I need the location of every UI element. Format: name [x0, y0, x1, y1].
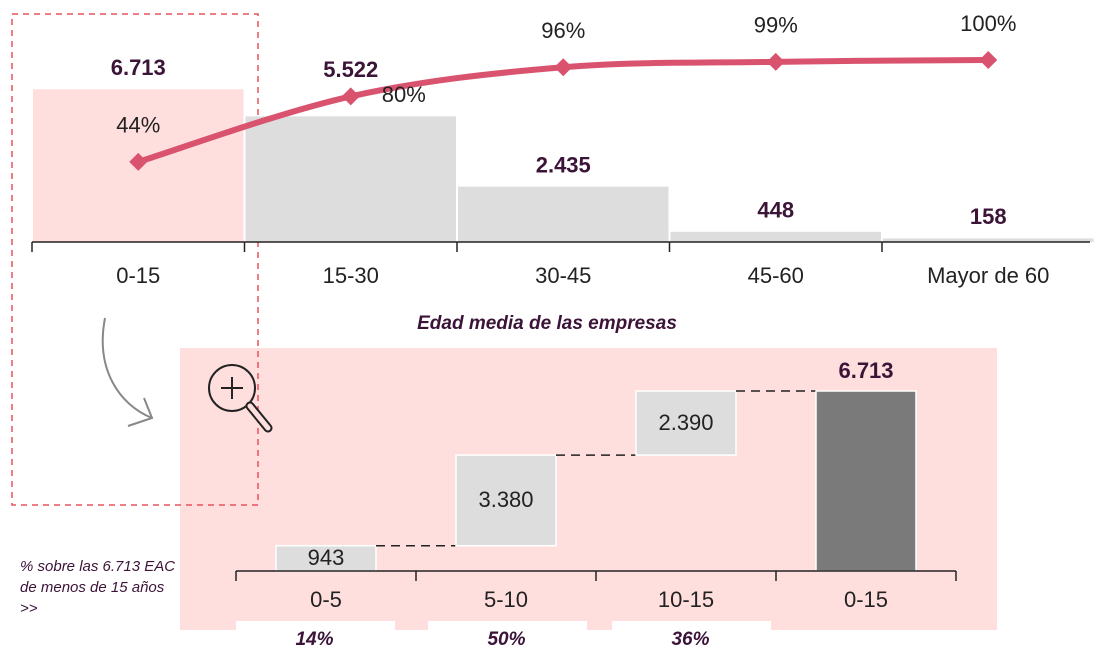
bar [883, 238, 1094, 242]
bar-value-label: 448 [757, 198, 794, 223]
line-value-label: 100% [960, 11, 1016, 36]
line-value-label: 96% [541, 18, 585, 43]
bar-value-label: 2.390 [658, 410, 713, 435]
step-bar [635, 390, 737, 456]
line-marker [766, 52, 785, 71]
bar [245, 116, 456, 242]
x-tick-label: Mayor de 60 [927, 263, 1049, 288]
x-tick-label: 0-15 [844, 587, 888, 612]
bar-value-label: 3.380 [478, 487, 533, 512]
share-label: 14% [295, 629, 333, 650]
step-bar [275, 544, 377, 572]
x-axis-title: Edad media de las empresas [417, 313, 677, 334]
annotation: % sobre las 6.713 EAC de menos de 15 año… [20, 558, 176, 617]
total-bar [815, 390, 917, 572]
share-box [612, 621, 771, 659]
x-tick-label: 5-10 [484, 587, 528, 612]
bar [670, 231, 881, 242]
bar-value-label: 943 [308, 545, 345, 570]
share-label: 50% [487, 629, 525, 650]
share-label: 36% [671, 629, 709, 650]
line-marker [554, 58, 573, 77]
bar-value-label: 158 [970, 204, 1007, 229]
x-tick-label: 0-5 [310, 587, 342, 612]
bar-value-label: 5.522 [323, 57, 378, 82]
line-value-label: 44% [116, 113, 160, 138]
arrow-head [127, 397, 154, 427]
bar-value-label: 6.713 [111, 55, 166, 80]
x-tick-label: 15-30 [323, 263, 379, 288]
line-marker [129, 152, 148, 171]
zoom-arrow [101, 317, 153, 419]
share-box [428, 621, 587, 659]
line-value-label: 99% [754, 13, 798, 38]
x-tick-label: 30-45 [535, 263, 591, 288]
x-tick-label: 45-60 [748, 263, 804, 288]
highlight-frame [11, 13, 259, 506]
share-box [236, 621, 395, 659]
bar-value-label: 6.713 [838, 358, 893, 383]
bar-value-label: 2.435 [536, 152, 591, 177]
x-tick-label: 0-15 [116, 263, 160, 288]
x-tick-label: 10-15 [658, 587, 714, 612]
line-marker [341, 87, 360, 106]
line-value-label: 80% [382, 82, 426, 107]
step-bar [455, 454, 557, 547]
magnifier-icon [208, 364, 273, 433]
bar [458, 186, 669, 242]
line-marker [979, 51, 998, 69]
